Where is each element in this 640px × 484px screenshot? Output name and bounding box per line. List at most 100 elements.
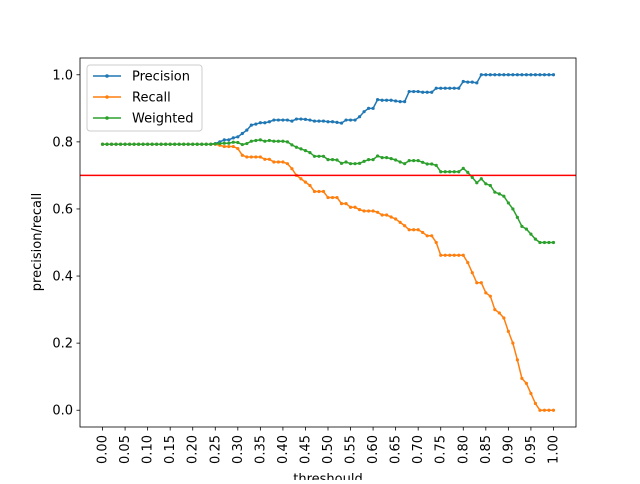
data-point: [403, 162, 407, 166]
x-tick-label: 0.75: [434, 435, 449, 464]
data-point: [371, 158, 375, 162]
data-point: [132, 142, 136, 146]
data-point: [533, 237, 538, 241]
data-point: [240, 131, 244, 136]
data-point: [294, 117, 299, 121]
x-axis-label: threshould: [293, 472, 362, 480]
data-point: [407, 159, 411, 163]
y-tick-label: 0.4: [52, 270, 73, 285]
data-point: [511, 341, 515, 345]
data-point: [479, 281, 483, 285]
data-point: [335, 195, 339, 200]
x-tick-label: 0.40: [276, 435, 291, 464]
axes: 0.00 0.05 0.10 0.15 0.20 0.25 0.30 0.35 0.40 0.45…: [52, 57, 577, 464]
legend-entry-weighted: Weighted: [93, 112, 194, 127]
data-point: [416, 159, 420, 163]
data-point: [376, 154, 380, 158]
data-point: [335, 158, 339, 162]
data-point: [551, 408, 556, 412]
data-point: [430, 90, 434, 94]
data-point: [204, 142, 208, 146]
data-point: [362, 159, 366, 163]
data-point: [348, 205, 353, 209]
data-point: [290, 119, 294, 123]
data-point: [308, 151, 312, 155]
data-point: [425, 90, 429, 94]
data-point: [448, 170, 452, 174]
data-point: [475, 181, 479, 185]
data-point: [493, 73, 497, 77]
data-point: [412, 228, 416, 232]
y-tick-label: 1.0: [52, 68, 73, 83]
legend-marker: [105, 116, 109, 120]
data-point: [524, 381, 529, 385]
y-axis-label: precision/recall: [30, 193, 45, 291]
data-point: [502, 316, 506, 320]
data-point: [312, 189, 317, 194]
data-point: [407, 228, 411, 232]
data-point: [249, 123, 253, 127]
data-point: [222, 144, 226, 149]
data-point: [141, 142, 145, 146]
x-tick-label: 0.85: [479, 435, 494, 464]
data-point: [394, 217, 398, 221]
data-point: [506, 201, 510, 205]
data-point: [466, 261, 470, 265]
data-point: [430, 162, 434, 166]
data-point: [542, 73, 547, 77]
data-point: [538, 240, 542, 245]
data-point: [547, 240, 551, 245]
x-tick-label: 0.25: [208, 435, 223, 464]
data-point: [339, 121, 344, 125]
x-tick-label: 0.20: [186, 435, 201, 464]
data-point: [245, 155, 249, 159]
series-markers-weighted: [100, 138, 556, 245]
data-point: [398, 100, 402, 104]
legend: Precision Recall Weighted: [86, 64, 203, 132]
data-point: [470, 175, 474, 180]
data-point: [479, 177, 483, 181]
data-point: [488, 73, 492, 77]
data-point: [430, 234, 434, 238]
data-point: [326, 195, 330, 200]
data-point: [425, 162, 429, 166]
data-point: [376, 98, 380, 102]
data-point: [389, 98, 393, 102]
data-point: [272, 160, 276, 164]
legend-marker: [105, 74, 109, 78]
data-point: [403, 100, 407, 104]
data-point: [439, 86, 443, 90]
legend-label: Recall: [132, 91, 171, 106]
data-point: [394, 158, 398, 162]
legend-box: [86, 64, 203, 132]
data-point: [497, 311, 501, 315]
x-tick-label: 0.30: [231, 435, 246, 464]
data-point: [326, 120, 330, 124]
data-point: [421, 90, 425, 94]
data-point: [231, 136, 235, 140]
data-point: [398, 160, 402, 164]
data-point: [357, 208, 362, 212]
data-point: [249, 139, 253, 143]
data-point: [339, 201, 344, 206]
data-point: [173, 142, 177, 146]
data-point: [321, 189, 326, 194]
data-point: [488, 183, 492, 188]
data-point: [321, 119, 326, 123]
data-point: [240, 142, 244, 147]
data-point: [479, 73, 483, 77]
legend-entry-precision: Precision: [93, 70, 190, 85]
data-point: [366, 209, 371, 213]
data-point: [308, 118, 312, 122]
data-point: [137, 142, 141, 146]
data-point: [339, 161, 344, 165]
x-tick-label: 0.55: [344, 435, 359, 464]
x-tick-label: 0.60: [366, 435, 381, 464]
data-point: [366, 106, 371, 110]
data-point: [164, 142, 168, 146]
data-point: [357, 161, 362, 165]
data-point: [227, 138, 231, 142]
data-point: [542, 240, 547, 245]
data-point: [524, 227, 529, 231]
data-point: [502, 73, 506, 77]
